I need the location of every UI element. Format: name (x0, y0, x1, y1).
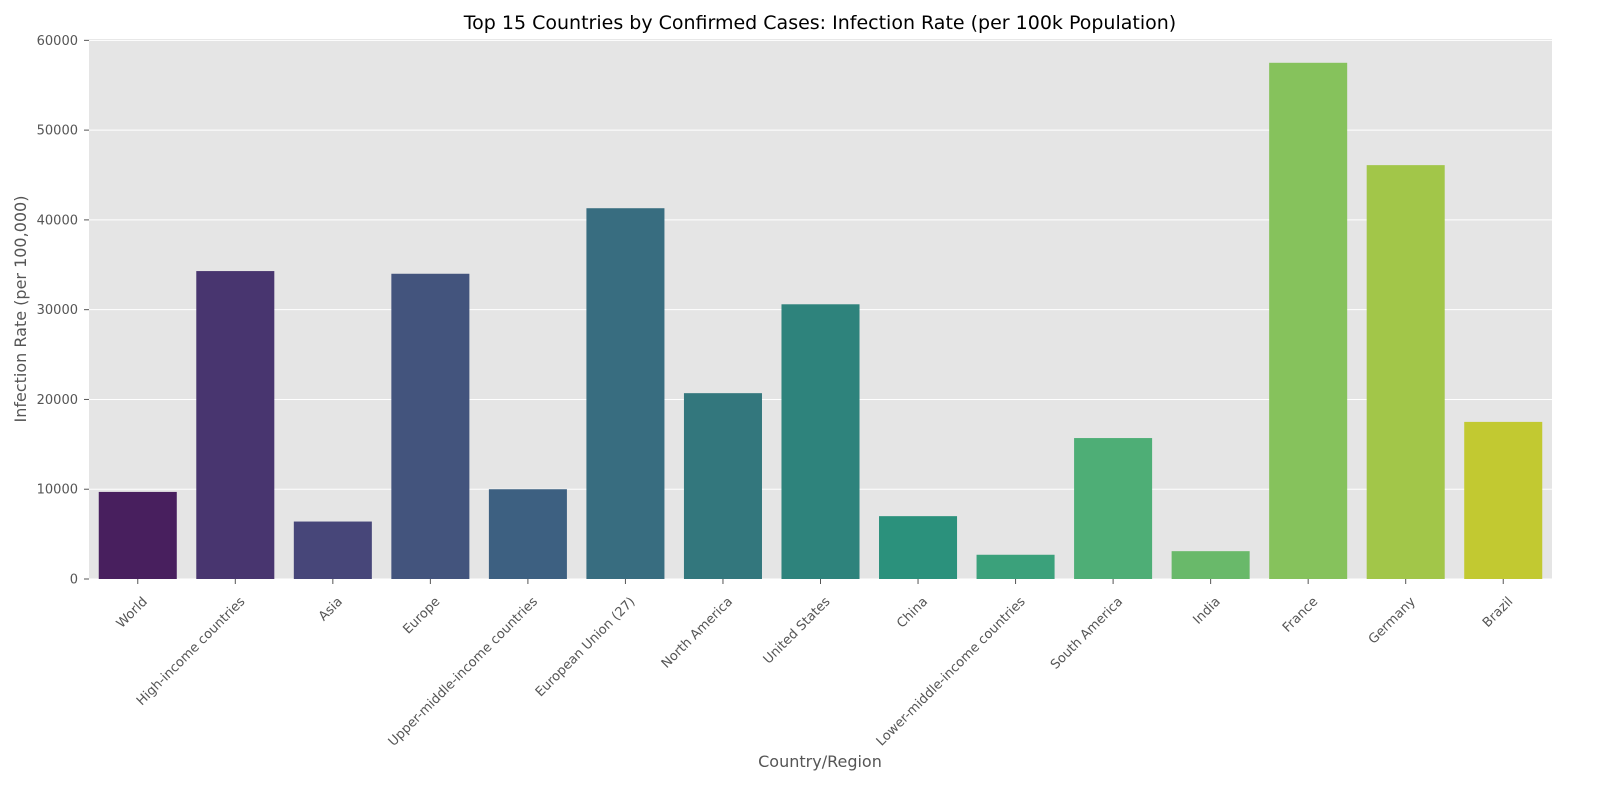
bar-germany (1366, 165, 1445, 580)
bar-north-america (683, 393, 762, 579)
x-tick-label: South America (1048, 594, 1126, 672)
bars (98, 62, 1543, 580)
bar-world (98, 491, 177, 579)
x-tick-label: India (1191, 594, 1224, 627)
x-tick-label: France (1280, 594, 1321, 635)
bar-brazil (1464, 421, 1543, 579)
bar-france (1269, 62, 1348, 579)
x-tick-label: European Union (27) (533, 594, 639, 700)
bar-asia (293, 521, 372, 579)
x-tick-label: Germany (1366, 594, 1419, 647)
bar-lower-middle-income-countries (976, 554, 1055, 579)
y-tick-label: 60000 (37, 34, 78, 49)
y-axis-title: Infection Rate (per 100,000) (11, 196, 30, 423)
y-tick-label: 0 (70, 573, 78, 588)
x-tick-label: Europe (400, 594, 443, 637)
y-tick-label: 20000 (37, 393, 78, 408)
x-tick-label: China (894, 594, 931, 631)
chart-title: Top 15 Countries by Confirmed Cases: Inf… (463, 12, 1176, 34)
bar-south-america (1074, 438, 1153, 579)
bar-india (1171, 551, 1250, 579)
y-tick-label: 40000 (37, 213, 78, 228)
y-tick-label: 30000 (37, 303, 78, 318)
bar-china (879, 516, 958, 579)
y-tick-label: 10000 (37, 483, 78, 498)
bar-european-union-27 (586, 208, 665, 579)
x-tick-label: North America (659, 594, 736, 671)
x-tick-label: World (114, 594, 151, 631)
x-tick-label: High-income countries (134, 594, 249, 709)
y-tick-label: 50000 (37, 124, 78, 139)
x-axis-title: Country/Region (758, 752, 882, 771)
x-tick-label: Asia (316, 594, 346, 624)
bar-europe (391, 273, 470, 579)
x-tick-label: United States (761, 594, 834, 667)
bar-united-states (781, 304, 860, 579)
bar-upper-middle-income-countries (488, 489, 567, 579)
x-tick-label: Brazil (1480, 594, 1516, 630)
bar-high-income-countries (196, 271, 275, 579)
y-axis: 0 10000 20000 30000 40000 50000 60000 (37, 34, 89, 588)
